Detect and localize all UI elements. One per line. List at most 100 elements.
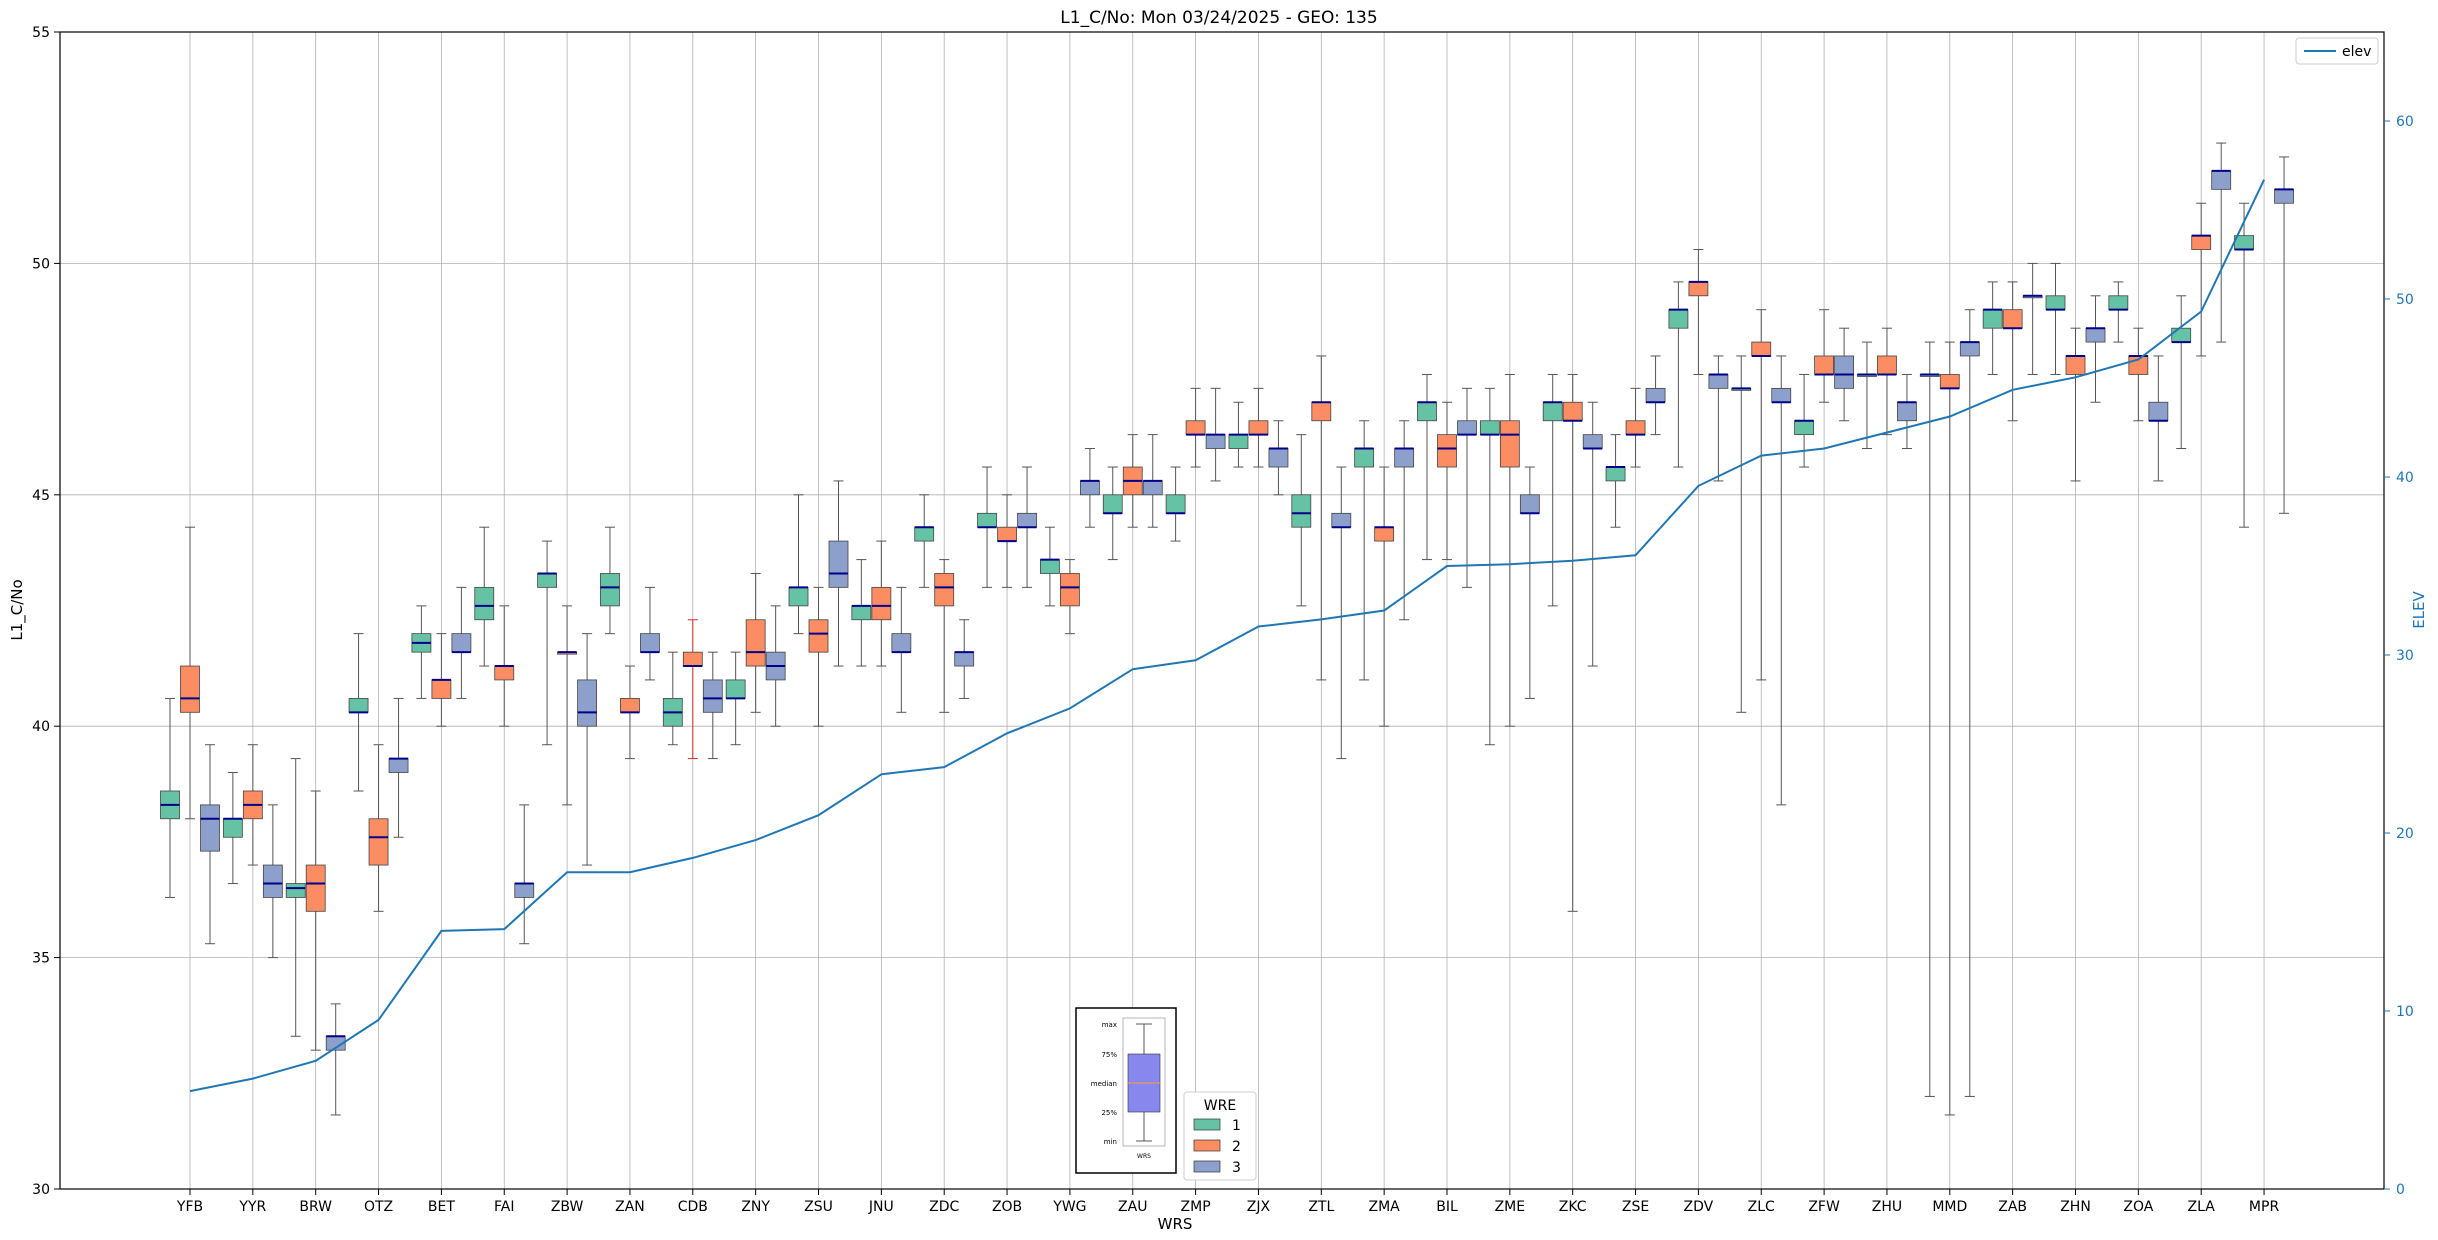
iqr-box	[1417, 401, 1437, 422]
x-tick-label-ZHU: ZHU	[1872, 1199, 1902, 1215]
chart-title: L1_C/No: Mon 03/24/2025 - GEO: 135	[1060, 8, 1377, 28]
x-tick-label-ZOA: ZOA	[2123, 1199, 2153, 1215]
box-YFB-3	[200, 744, 220, 945]
x-tick-label-ZAB: ZAB	[1998, 1199, 2027, 1215]
x-tick-label-ZAU: ZAU	[1118, 1199, 1147, 1215]
x-tick-label-ZDV: ZDV	[1684, 1199, 1714, 1215]
elev-series	[189, 179, 2266, 1093]
x-tick-label-ZFW: ZFW	[1808, 1199, 1840, 1215]
box-ZMP-1	[1165, 466, 1186, 542]
box-ZHN-1	[2045, 262, 2066, 375]
box-ZSU-3	[828, 480, 849, 667]
box-ZDV-3	[1708, 355, 1729, 482]
box-ZJX-3	[1268, 420, 1289, 496]
iqr-box	[431, 679, 452, 699]
left-y-axis: 30 35 40 45 50 55	[32, 25, 60, 1198]
iqr-box	[914, 526, 935, 542]
iqr-box	[1394, 448, 1415, 468]
box-YWG-2	[1060, 559, 1080, 635]
box-ZSE-3	[1645, 355, 1666, 436]
elev-legend[interactable]: elev	[2295, 37, 2379, 65]
iqr-box	[808, 619, 829, 653]
y2-tick-label-60: 60	[2396, 114, 2414, 130]
key-label-wrs: WRS	[1137, 1153, 1151, 1160]
wre-legend-swatch-3	[1193, 1160, 1221, 1173]
iqr-box	[494, 665, 515, 681]
box-ZNY-3	[765, 605, 786, 727]
box-ZAB-2	[2002, 281, 2023, 422]
wre-legend[interactable]: WRE 1 2 3	[1183, 1091, 1257, 1181]
iqr-box	[977, 512, 997, 528]
iqr-box	[1248, 420, 1269, 436]
iqr-box	[285, 883, 306, 898]
box-ZOB-3	[1017, 466, 1037, 588]
box-ZDC-1	[914, 494, 935, 588]
box-ZFW-1	[1794, 373, 1814, 468]
box-CDB-1	[662, 651, 683, 746]
box-ZJX-1	[1228, 401, 1249, 468]
iqr-box	[1437, 434, 1457, 468]
iqr-box	[1834, 355, 1854, 389]
iqr-box	[1040, 559, 1060, 574]
box-MMD-2	[1939, 341, 1960, 1116]
box-ZHU-2	[1877, 327, 1897, 436]
y2-tick-label-20: 20	[2396, 826, 2414, 842]
iqr-box	[1562, 401, 1583, 422]
key-label-max: max	[1102, 1021, 1117, 1029]
y-axis-label: L1_C/No	[8, 579, 27, 640]
x-tick-label-ZAN: ZAN	[615, 1199, 645, 1215]
box-ZNY-2	[745, 572, 766, 713]
x-tick-label-YWG: YWG	[1052, 1199, 1086, 1215]
box-ZTL-1	[1291, 434, 1312, 607]
y-tick-label-30: 30	[32, 1182, 50, 1198]
box-YYR-1	[222, 771, 243, 885]
box-ZME-2	[1499, 373, 1520, 727]
box-CDB-3	[702, 651, 723, 760]
iqr-box	[1668, 309, 1689, 329]
iqr-box	[1625, 420, 1646, 436]
iqr-box	[2085, 327, 2106, 343]
iqr-box	[640, 633, 660, 653]
box-ZDC-3	[954, 619, 975, 699]
box-ZDV-1	[1668, 281, 1689, 468]
iqr-box	[2171, 327, 2192, 343]
box-YWG-1	[1040, 526, 1060, 607]
iqr-box	[788, 586, 809, 607]
box-FAI-3	[514, 804, 535, 945]
box-ZMA-3	[1394, 420, 1415, 621]
iqr-box	[851, 605, 872, 621]
iqr-box	[1751, 341, 1772, 357]
iqr-box	[1228, 434, 1249, 449]
iqr-box	[2211, 170, 2232, 190]
box-OTZ-1	[348, 633, 369, 792]
iqr-box	[262, 864, 283, 898]
iqr-box	[682, 651, 703, 667]
x-tick-label-FAI: FAI	[494, 1199, 514, 1215]
box-ZDC-2	[934, 559, 955, 713]
iqr-box	[620, 698, 640, 713]
box-YWG-3	[1080, 448, 1100, 528]
x-tick-label-YYR: YYR	[238, 1199, 266, 1215]
box-series	[160, 142, 2294, 1116]
iqr-box	[1877, 355, 1897, 375]
iqr-box	[1959, 341, 1980, 357]
box-ZFW-2	[1814, 309, 1834, 403]
box-JNU-3	[891, 586, 912, 713]
box-ZSE-1	[1605, 434, 1626, 528]
wre-legend-swatch-1	[1193, 1118, 1221, 1131]
box-ZBW-3	[577, 633, 597, 866]
box-ZOA-1	[2108, 281, 2129, 343]
iqr-box	[1897, 401, 1917, 422]
x-tick-label-ZMA: ZMA	[1369, 1199, 1401, 1215]
iqr-box	[997, 526, 1017, 542]
elev-legend-frame	[2295, 37, 2379, 65]
iqr-box	[934, 573, 955, 607]
wre-legend-label-3: 3	[1232, 1160, 1241, 1176]
box-ZTL-2	[1311, 355, 1332, 681]
x-tick-label-ZTL: ZTL	[1308, 1199, 1334, 1215]
right-y-axis: 0 10 20 30 40 50 60	[2384, 114, 2414, 1198]
box-ZBW-1	[537, 540, 557, 746]
iqr-box	[1142, 480, 1163, 496]
elev-legend-label: elev	[2342, 44, 2371, 60]
